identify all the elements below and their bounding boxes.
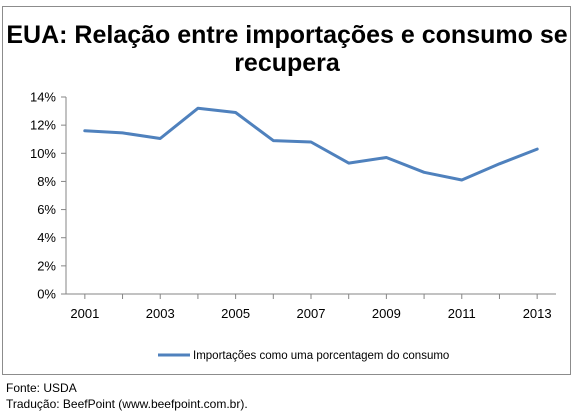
- series-group: [83, 106, 539, 182]
- y-tick-label: 12%: [30, 118, 56, 133]
- y-tick-label: 6%: [37, 202, 56, 217]
- chart-title-line-1: EUA: Relação entre importações e consumo…: [6, 21, 567, 49]
- chart-frame: EUA: Relação entre importações e consumo…: [2, 6, 571, 375]
- axes-group: 0% 2% 4% 6% 8% 10% 12% 14% 2001 2003 2005 2007 2009 2…: [30, 90, 556, 321]
- legend-label: Importações como uma porcentagem do cons…: [193, 350, 449, 362]
- translation-note: Tradução: BeefPoint (www.beefpoint.com.b…: [6, 397, 248, 411]
- y-tick-label: 10%: [30, 146, 56, 161]
- x-tick-label: 2001: [70, 306, 99, 321]
- x-tick-label: 2005: [221, 306, 250, 321]
- x-tick-label: 2009: [372, 306, 401, 321]
- x-tick-label: 2003: [146, 306, 175, 321]
- source-note: Fonte: USDA: [6, 381, 77, 395]
- chart-title-line-2: recupera: [234, 49, 341, 77]
- y-tick-label: 8%: [37, 174, 56, 189]
- x-tick-label: 2011: [448, 306, 476, 321]
- legend: Importações como uma porcentagem do cons…: [158, 350, 449, 362]
- x-tick-label: 2007: [297, 306, 326, 321]
- y-tick-label: 0%: [37, 287, 56, 302]
- y-tick-label: 14%: [30, 90, 56, 105]
- series-line: [83, 106, 539, 182]
- y-tick-label: 4%: [37, 230, 56, 245]
- chart-svg: EUA: Relação entre importações e consumo…: [6, 21, 567, 362]
- x-tick-label: 2013: [523, 306, 552, 321]
- y-tick-label: 2%: [37, 258, 56, 273]
